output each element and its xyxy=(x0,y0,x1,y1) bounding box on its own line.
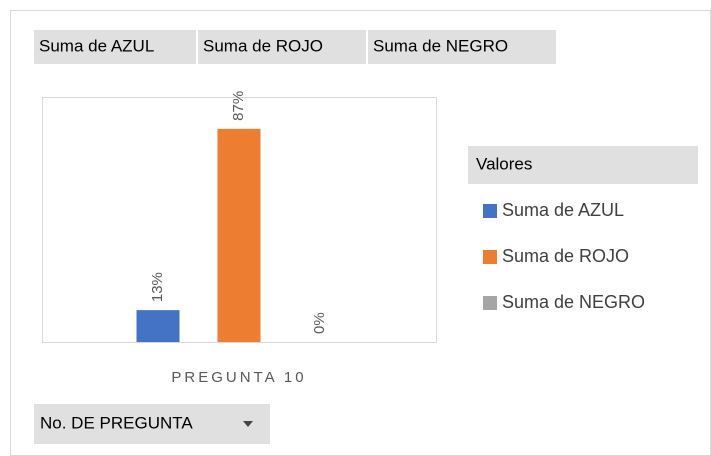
bar xyxy=(217,128,261,342)
legend-swatch xyxy=(483,204,497,218)
field-button[interactable] xyxy=(368,30,556,64)
legend-label: Suma de AZUL xyxy=(502,200,624,220)
legend-label: Suma de NEGRO xyxy=(502,292,645,312)
field-button-label[interactable]: Suma de AZUL xyxy=(39,36,154,55)
x-tick-label: PREGUNTA 10 xyxy=(171,369,306,386)
legend-title: Valores xyxy=(476,154,532,173)
dropdown-arrow[interactable] xyxy=(243,421,253,427)
plot-area xyxy=(42,97,437,343)
chart-border xyxy=(10,10,711,456)
data-label: 13% xyxy=(149,272,166,302)
legend-header xyxy=(468,146,698,184)
field-button[interactable] xyxy=(198,30,366,64)
axis-field-button[interactable] xyxy=(34,404,270,444)
legend-swatch xyxy=(483,296,497,310)
legend-label: Suma de ROJO xyxy=(502,246,629,266)
legend-swatch xyxy=(483,250,497,264)
field-button-label[interactable]: Suma de ROJO xyxy=(203,36,323,55)
data-label: 87% xyxy=(230,91,247,121)
field-button-label[interactable]: Suma de NEGRO xyxy=(373,36,508,55)
data-label: 0% xyxy=(311,312,328,334)
field-button[interactable] xyxy=(34,30,196,64)
bar xyxy=(136,310,180,342)
axis-field-label[interactable]: No. DE PREGUNTA xyxy=(40,413,193,432)
